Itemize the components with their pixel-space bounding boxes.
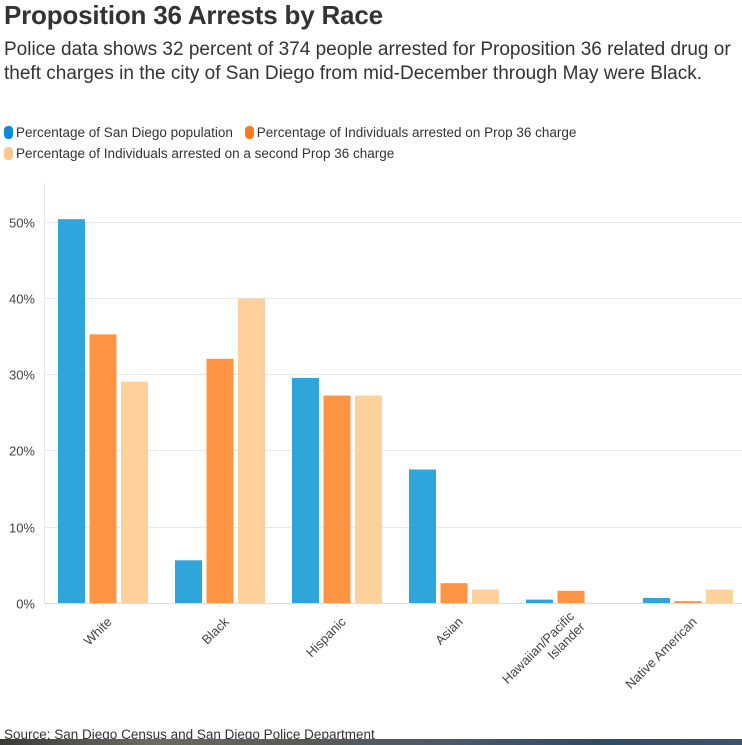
bars bbox=[58, 219, 733, 603]
y-tick-label: 20% bbox=[9, 444, 35, 459]
y-tick-label: 30% bbox=[9, 368, 35, 383]
x-tick-label: Hispanic bbox=[303, 614, 349, 660]
legend-label-arrested: Percentage of Individuals arrested on Pr… bbox=[256, 125, 577, 140]
legend-swatch-population bbox=[4, 126, 13, 139]
chart-title: Proposition 36 Arrests by Race bbox=[4, 0, 383, 30]
gridlines bbox=[44, 222, 742, 604]
legend-label-second: Percentage of Individuals arrested on a … bbox=[16, 146, 395, 161]
bar-population-hispanic[interactable] bbox=[292, 377, 319, 603]
bar-arrested-black[interactable] bbox=[206, 358, 234, 603]
bar-second-white[interactable] bbox=[121, 381, 148, 603]
bar-second-asian[interactable] bbox=[472, 589, 499, 603]
bar-population-hawaiian-pacific-islander[interactable] bbox=[526, 599, 553, 603]
bar-arrested-native-american[interactable] bbox=[674, 601, 702, 603]
y-axis-ticks: 0% 10% 20% 30% 40% 50% bbox=[9, 216, 35, 612]
source-note: Source: San Diego Census and San Diego P… bbox=[4, 727, 375, 742]
bar-population-white[interactable] bbox=[58, 219, 85, 603]
legend-item-population[interactable]: Percentage of San Diego population bbox=[4, 122, 233, 143]
y-tick-label: 10% bbox=[9, 521, 35, 536]
x-tick-label: Native American bbox=[622, 614, 700, 692]
y-tick-label: 50% bbox=[9, 216, 35, 231]
bar-second-native-american[interactable] bbox=[706, 589, 733, 603]
legend-item-arrested[interactable]: Percentage of Individuals arrested on Pr… bbox=[244, 122, 577, 143]
x-tick-label: Asian bbox=[432, 614, 466, 648]
legend: Percentage of San Diego population Perce… bbox=[4, 122, 742, 164]
x-tick-label: Black bbox=[199, 614, 232, 647]
legend-item-second[interactable]: Percentage of Individuals arrested on a … bbox=[4, 143, 394, 164]
background-photo-strip bbox=[0, 739, 742, 745]
bar-population-asian[interactable] bbox=[409, 469, 436, 604]
legend-swatch-arrested bbox=[244, 126, 254, 139]
x-tick-label: Hawaiian/PacificIslander bbox=[499, 608, 588, 697]
bar-population-native-american[interactable] bbox=[643, 598, 670, 603]
bar-arrested-hispanic[interactable] bbox=[323, 395, 351, 604]
bar-second-hispanic[interactable] bbox=[355, 395, 382, 604]
bar-population-black[interactable] bbox=[175, 560, 202, 603]
bar-arrested-hawaiian-pacific-islander[interactable] bbox=[557, 590, 585, 603]
chart-subtitle: Police data shows 32 percent of 374 peop… bbox=[4, 39, 731, 84]
x-axis-ticks: White Black Hispanic Asian Hawaiian/PacificI… bbox=[81, 603, 700, 697]
y-tick-label: 40% bbox=[9, 292, 35, 307]
bar-arrested-white[interactable] bbox=[89, 334, 117, 603]
x-tick-label: White bbox=[81, 614, 115, 648]
y-tick-label: 0% bbox=[16, 597, 35, 612]
legend-label-population: Percentage of San Diego population bbox=[16, 125, 233, 140]
bar-second-black[interactable] bbox=[238, 298, 265, 603]
bar-arrested-asian[interactable] bbox=[440, 583, 468, 603]
legend-swatch-second bbox=[4, 147, 13, 160]
